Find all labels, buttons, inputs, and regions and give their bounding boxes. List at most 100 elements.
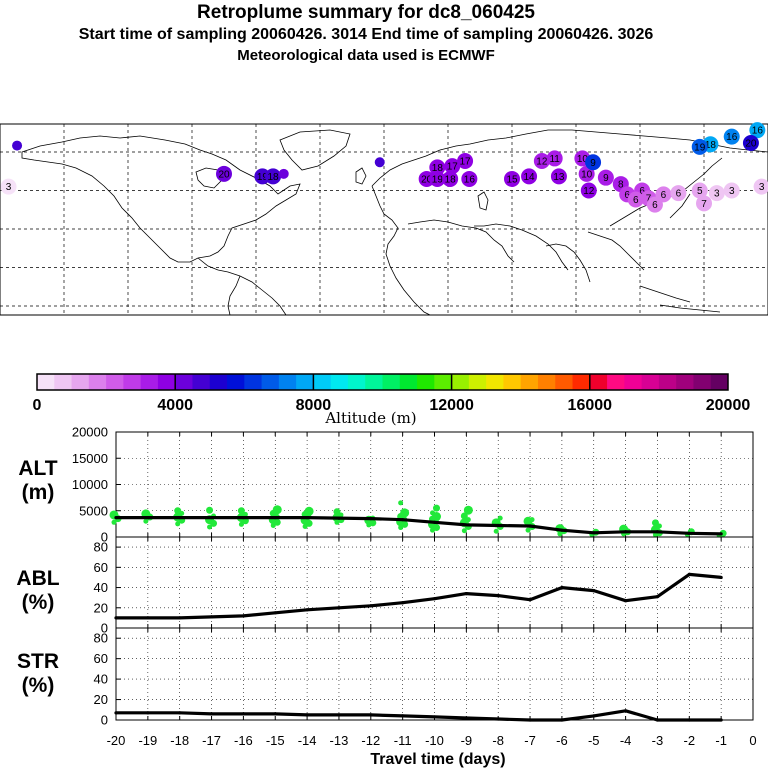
colorbar-cell — [503, 374, 522, 390]
plume-centroid-marker — [444, 158, 461, 175]
alt-series-point — [209, 515, 214, 520]
altitude-scatter-point — [175, 521, 181, 527]
plume-centroid-marker — [655, 186, 672, 203]
str-panel: 80 60 40 20 0 STR(%) — [17, 627, 754, 728]
colorbar-cell — [555, 374, 574, 390]
alt-y-tick-label: 15000 — [72, 451, 108, 466]
plume-day-label: 9 — [603, 173, 609, 184]
x-tick-label: -7 — [524, 733, 536, 748]
plume-day-label: 12 — [536, 156, 548, 167]
plume-day-label: 10 — [581, 169, 593, 180]
plume-day-label: 7 — [701, 199, 707, 210]
str-series-point — [655, 718, 660, 722]
alt-series-point — [146, 515, 150, 520]
plume-day-label: 3 — [6, 182, 12, 193]
abl-y-tick-label: 40 — [94, 580, 108, 595]
str-series-point — [241, 712, 245, 716]
plume-day-label: 3 — [714, 189, 720, 200]
alt-panel-label: ALT — [18, 457, 57, 480]
colorbar-cell — [399, 374, 418, 390]
plume-day-label: 14 — [524, 172, 536, 183]
alt-series-point — [719, 532, 723, 536]
colorbar-cell — [572, 374, 591, 390]
colorbar-cell — [209, 374, 228, 390]
x-tick-label: -8 — [492, 733, 504, 748]
alt-series-point — [337, 516, 341, 520]
colorbar-tick-label: 16000 — [568, 397, 613, 414]
x-tick-label: -6 — [556, 733, 568, 748]
colorbar-cell — [641, 374, 660, 390]
plume-day-label: 17 — [460, 156, 472, 167]
alt-series-point — [624, 530, 628, 534]
altitude-scatter-point — [111, 519, 117, 525]
str-series-point — [528, 718, 532, 722]
str-series-point — [624, 709, 628, 713]
colorbar-cell — [434, 374, 453, 390]
plume-centroid-marker — [585, 154, 602, 171]
colorbar-cell — [624, 374, 643, 390]
colorbar-cell — [313, 374, 332, 390]
str-panel-frame — [115, 627, 754, 721]
str-y-tick-label: 40 — [94, 672, 108, 687]
plume-day-label: 3 — [729, 186, 735, 197]
alt-series-point — [496, 523, 500, 528]
plume-day-label: 16 — [752, 126, 764, 137]
plume-day-label: 7 — [646, 194, 652, 205]
abl-y-tick-label: 20 — [94, 600, 108, 615]
x-tick-label: 0 — [749, 733, 756, 748]
altitude-scatter-point — [465, 517, 471, 523]
plume-centroid-marker — [696, 195, 712, 212]
colorbar-cell — [71, 374, 90, 390]
colorbar-tick-label: 4000 — [157, 397, 193, 414]
str-series-point — [560, 718, 564, 722]
plume-day-label: 19 — [432, 174, 444, 185]
plume-day-label: 20 — [421, 174, 433, 185]
x-tick-label: -19 — [138, 733, 157, 748]
plume-day-label: 3 — [759, 182, 765, 193]
str-series-line — [116, 709, 722, 722]
altitude-scatter-point — [174, 507, 182, 515]
x-tick-label: -16 — [234, 733, 253, 748]
plume-day-label: 19 — [257, 172, 269, 183]
plume-day-label: 10 — [577, 154, 589, 165]
plume-centroid-marker — [429, 170, 446, 187]
plume-centroid-marker — [753, 178, 768, 195]
colorbar-cell — [676, 374, 694, 390]
abl-series-point — [655, 595, 660, 599]
abl-series-point — [305, 608, 309, 612]
altitude-scatter-point — [529, 517, 535, 523]
plume-centroid-marker — [12, 140, 23, 151]
alt-series-point — [432, 520, 437, 524]
str-series-point — [719, 718, 723, 722]
x-tick-label: -15 — [266, 733, 285, 748]
plume-day-label: 6 — [661, 190, 667, 201]
colorbar-cell — [54, 374, 73, 390]
colorbar-tick-label: 20000 — [706, 397, 751, 414]
plume-centroid-marker — [691, 138, 708, 155]
str-y-tick-label: 0 — [101, 713, 108, 728]
colorbar-ticks: 0 4000 8000 12000 16000 20000 — [33, 374, 751, 414]
str-series-point — [337, 713, 341, 717]
altitude-scatter-point — [433, 504, 440, 512]
alt-series-point — [655, 530, 660, 534]
colorbar-cell — [347, 374, 366, 390]
str-series-point — [369, 713, 373, 717]
colorbar-cell — [261, 374, 280, 390]
plume-centroid-marker — [442, 170, 459, 187]
alt-series-point — [241, 515, 245, 520]
colorbar-cell — [123, 374, 142, 390]
abl-series-point — [369, 604, 373, 608]
plume-day-label: 18 — [432, 163, 444, 174]
x-tick-label: -5 — [588, 733, 600, 748]
colorbar-cell — [244, 374, 263, 390]
alt-series-point — [273, 515, 277, 520]
colorbar-cell — [106, 374, 124, 390]
abl-series-point — [464, 592, 468, 596]
plume-day-label: 20 — [218, 169, 230, 180]
time-series-panels: 20000150001000050000ALT(m)806040200ABL(%… — [16, 425, 756, 768]
plume-centroid-marker — [742, 135, 759, 152]
altitude-scatter-point — [206, 506, 214, 514]
str-series-point — [178, 711, 182, 715]
abl-series-point — [241, 614, 245, 618]
altitude-scatter-point — [463, 505, 473, 515]
